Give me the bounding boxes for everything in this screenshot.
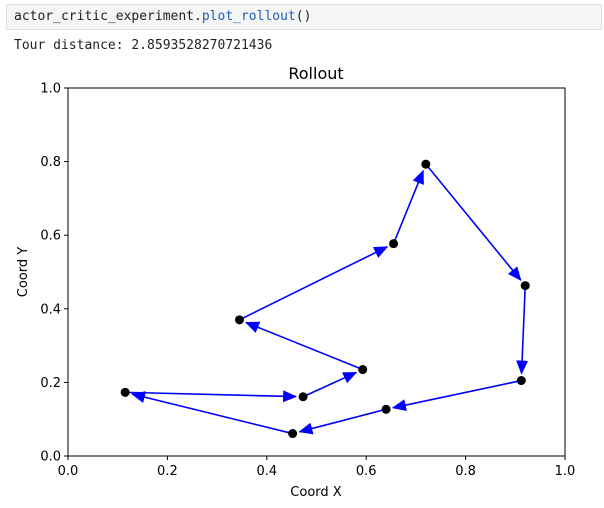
tour-point <box>520 281 530 291</box>
tour-point <box>120 387 130 397</box>
x-tick-label: 1.0 <box>555 464 576 479</box>
x-axis-ticks: 0.0 0.2 0.4 0.6 0.8 1.0 <box>58 456 576 479</box>
y-axis-label: Coord Y <box>16 247 31 297</box>
x-tick-label: 0.0 <box>58 464 79 479</box>
y-tick-label: 0.6 <box>40 229 61 244</box>
tour-edge-arrow <box>239 246 389 321</box>
tour-edge-arrow <box>302 371 358 398</box>
code-method: plot_rollout <box>201 9 296 24</box>
y-tick-label: 0.8 <box>40 155 61 170</box>
tour-point <box>234 315 244 325</box>
tour-edges <box>125 163 529 435</box>
y-axis-ticks: 0.0 0.2 0.4 0.6 0.8 1.0 <box>40 82 68 465</box>
tour-distance-output: Tour distance: 2.8593528270721436 <box>14 38 273 53</box>
tour-edge-arrow <box>245 321 364 371</box>
code-cell[interactable]: actor_critic_experiment.plot_rollout() <box>6 4 602 30</box>
y-tick-label: 0.0 <box>40 450 61 465</box>
y-tick-label: 0.4 <box>40 302 61 317</box>
chart-title: Rollout <box>288 64 343 83</box>
tour-edge-arrow <box>130 391 293 435</box>
x-tick-label: 0.8 <box>455 464 476 479</box>
tour-point <box>389 239 399 249</box>
tour-edge-arrow <box>425 163 522 281</box>
x-tick-label: 0.6 <box>356 464 377 479</box>
x-axis-label: Coord X <box>290 485 341 500</box>
plot-frame <box>67 87 566 457</box>
tour-point <box>288 429 298 439</box>
tour-point <box>381 404 391 414</box>
tour-edge-arrow <box>298 408 387 435</box>
tour-edge-arrow <box>391 379 522 411</box>
x-tick-label: 0.2 <box>157 464 178 479</box>
y-tick-label: 1.0 <box>40 82 61 97</box>
tour-point <box>421 159 431 169</box>
tour-edge-arrow <box>125 390 298 403</box>
code-object: actor_critic_experiment. <box>14 9 202 24</box>
tour-edge-arrow <box>392 169 424 244</box>
tour-point <box>358 365 368 375</box>
rollout-chart: Rollout 0.00.20.40.60.81.0 0.0 0.2 0.4 0.6 0… <box>16 64 576 500</box>
code-call: () <box>295 9 312 24</box>
tour-points <box>120 159 530 439</box>
tour-point <box>516 376 526 386</box>
tour-edge-arrow <box>516 285 529 375</box>
tour-point <box>298 392 308 402</box>
x-tick-label: 0.4 <box>256 464 277 479</box>
y-tick-label: 0.2 <box>40 376 61 391</box>
